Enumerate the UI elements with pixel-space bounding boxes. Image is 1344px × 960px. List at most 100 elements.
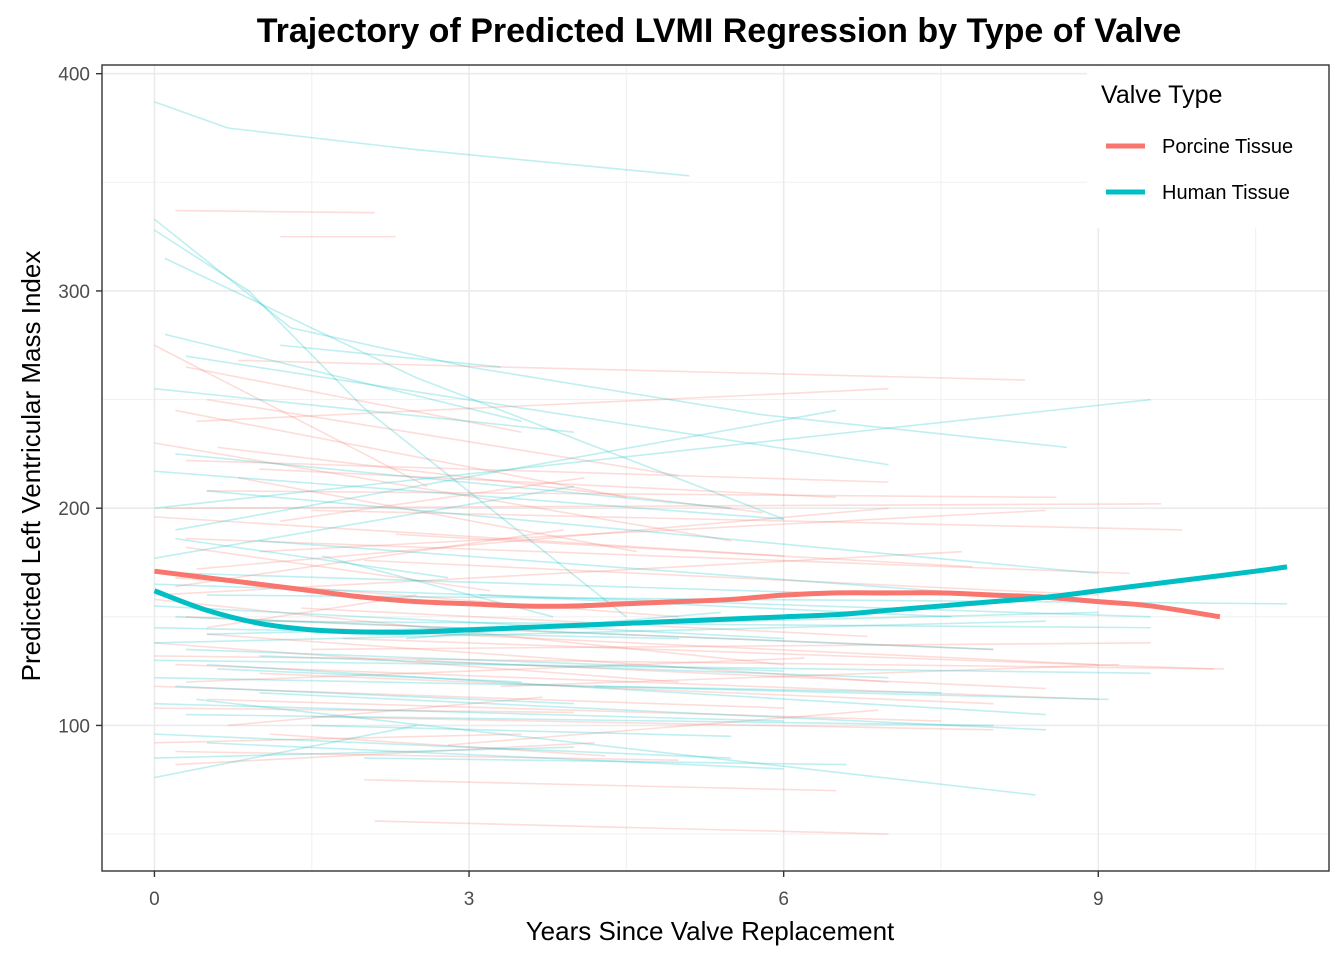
trajectory-porcine [175,409,627,499]
trajectory-human [153,218,292,329]
trajectory-porcine [154,344,428,488]
trajectory-human [416,377,784,520]
trajectory-porcine [238,359,1025,381]
trajectory-porcine [259,509,1046,553]
trajectory-human [154,659,1151,675]
trajectory-human [206,742,784,770]
trajectory-porcine [175,663,1099,701]
trajectory-human [363,407,627,618]
trajectory-porcine [500,663,1120,688]
trajectory-porcine [185,657,805,683]
trajectory-human [175,685,574,705]
trajectory-porcine [196,387,889,423]
legend-title: Valve Type [1101,81,1222,109]
trajectory-human [259,692,1046,731]
trajectory-porcine [175,529,564,588]
x-tick-label: 0 [149,889,160,910]
grid-major [102,65,1329,871]
trajectory-porcine [395,533,973,568]
trajectory-porcine [185,366,522,433]
trajectory-porcine [154,733,522,744]
trajectory-porcine [364,778,837,792]
trajectory-human [154,101,229,129]
y-tick-label: 300 [58,282,90,303]
trajectory-human [311,724,732,738]
trajectory-porcine [448,709,879,746]
trajectory-human [290,327,470,368]
trajectory-human [196,698,1036,796]
trajectory-porcine [175,750,679,762]
y-axis: 100 200 300 400 [58,65,102,737]
trajectory-porcine [185,537,1130,575]
x-axis: 0 3 6 9 [149,871,1104,910]
trajectory-human [175,537,449,579]
trajectory-human [154,387,575,433]
trajectory-human [259,655,889,679]
trajectory-human [164,257,417,379]
trajectory-porcine [185,616,994,651]
trajectory-human [416,148,690,177]
trajectory-porcine [259,672,994,705]
x-tick-label: 6 [778,889,789,910]
y-axis-title: Predicted Left Ventricular Mass Index [16,251,46,682]
trajectory-porcine [154,707,574,714]
trajectory-human [154,620,1046,644]
trajectory-human [185,572,889,596]
trajectory-human [154,398,1151,509]
trajectory-porcine [364,559,1099,596]
trajectory-porcine [280,476,585,523]
legend-label-porcine: Porcine Tissue [1162,136,1293,158]
trajectory-porcine [416,659,1046,690]
trajectory-human [175,453,732,509]
trajectory-human [154,676,941,694]
trajectory-human [248,290,365,409]
legend-label-human: Human Tissue [1162,182,1290,204]
trajectory-porcine [311,642,1151,651]
trajectory-human [259,620,1151,629]
trajectory-human [364,757,847,766]
panel-border [101,64,1330,872]
trajectory-human [280,344,501,368]
trajectory-human [594,685,1109,701]
y-tick-label: 200 [58,499,90,520]
trajectory-porcine [154,516,784,557]
trajectory-porcine [227,696,543,727]
trajectory-porcine [154,642,679,683]
trajectory-porcine [301,607,868,638]
trajectory-human [175,616,994,651]
legend: Valve Type Porcine Tissue Human Tissue [1087,66,1328,228]
trajectory-porcine [206,633,889,683]
trajectory-human [259,539,994,596]
trajectory-porcine [238,476,637,553]
trajectory-porcine [311,715,994,731]
x-tick-label: 9 [1093,889,1104,910]
trajectory-human [154,746,574,759]
trajectory-porcine [259,468,837,499]
trajectory-porcine [217,446,763,514]
smooth-curves [153,564,1288,635]
trajectory-human [217,668,522,683]
x-tick-label: 3 [464,889,475,910]
trajectory-human [206,663,1046,716]
trajectory-human [206,490,1099,575]
y-tick-label: 100 [58,716,90,737]
trajectory-human [154,229,250,292]
trajectory-human [154,702,784,722]
trajectory-human [164,333,522,423]
trajectory-porcine [154,685,784,709]
smooth-line-human [153,564,1288,635]
trajectory-human [468,366,763,416]
trajectory-porcine [164,503,1162,509]
trajectory-porcine [374,820,889,835]
trajectory-human [185,713,994,727]
trajectory-human [185,355,889,466]
trajectory-porcine [175,209,375,214]
trajectory-human [227,127,417,151]
trajectory-porcine [154,655,1225,670]
trajectory-porcine [196,507,889,570]
trajectory-porcine [311,509,1183,531]
trajectory-human [154,724,417,779]
trajectory-human [154,605,784,640]
trajectory-porcine [154,442,732,542]
